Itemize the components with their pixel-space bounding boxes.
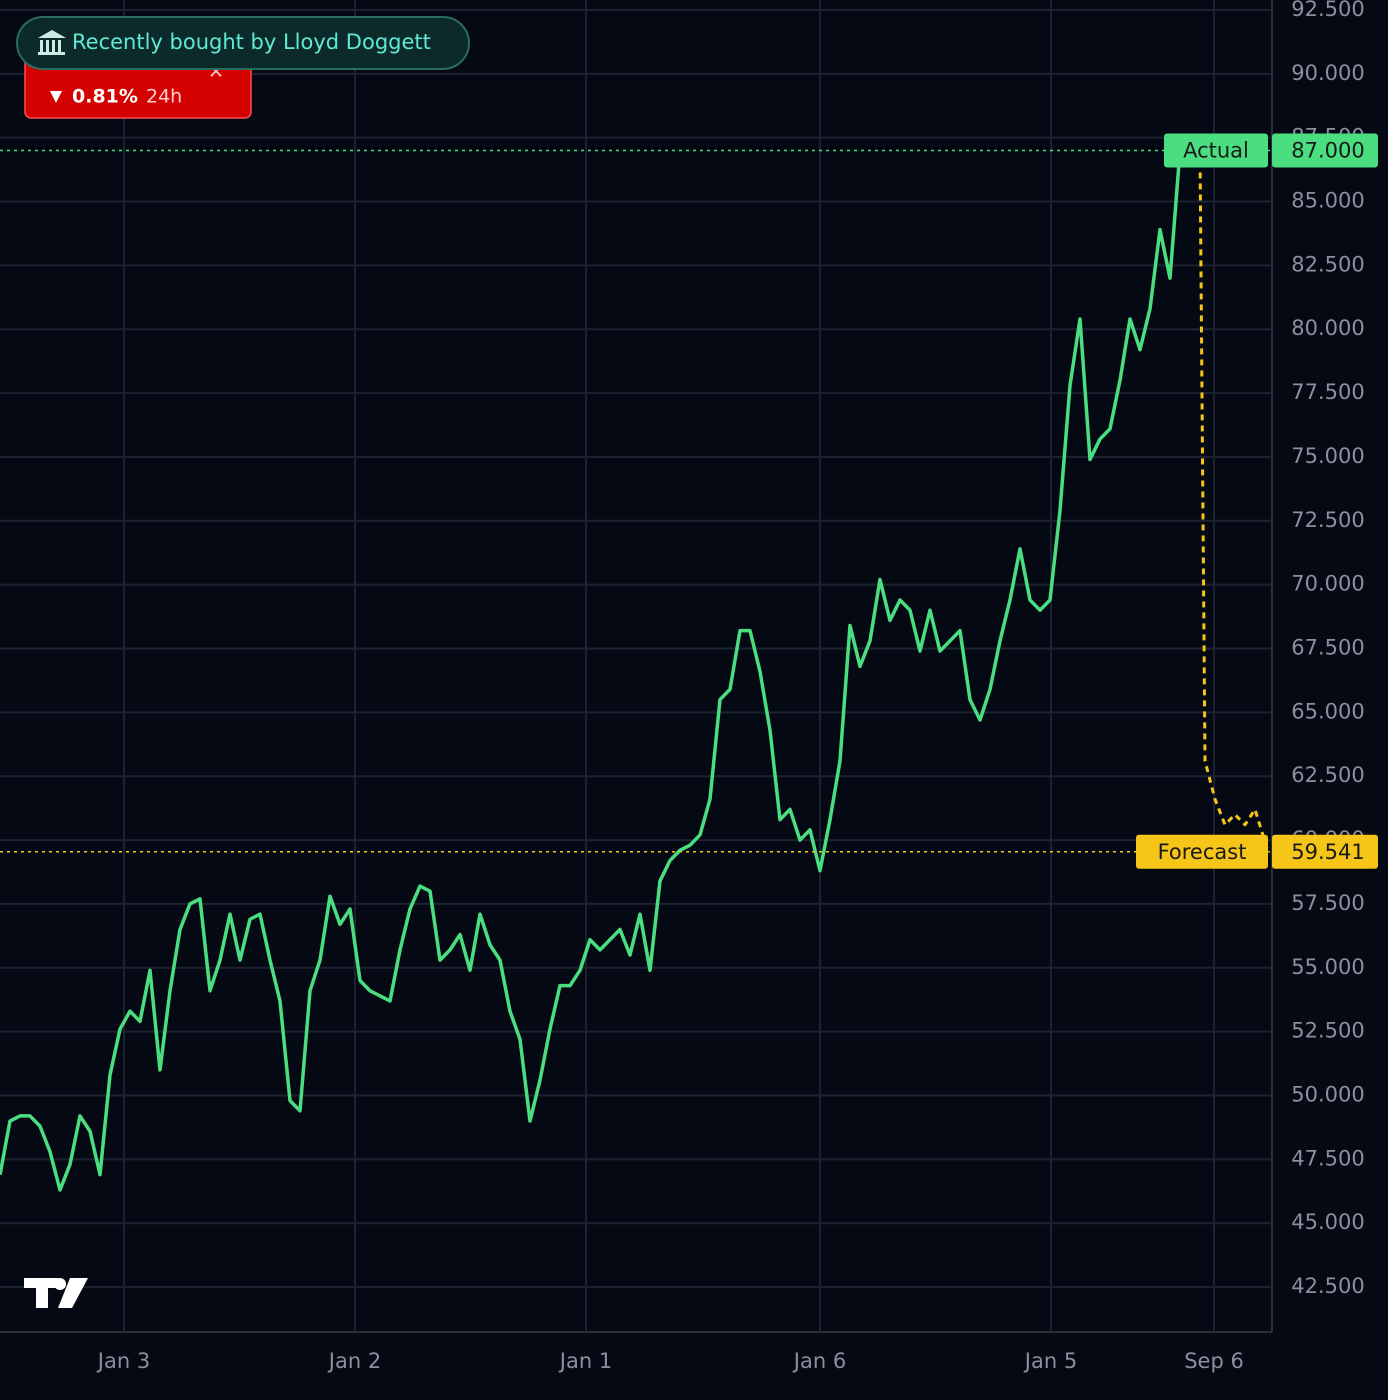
grid [0, 0, 1272, 1332]
x-tick-label: Jan 2 [327, 1349, 381, 1373]
price-tag [1272, 834, 1378, 869]
y-tick-label: 92.500 [1291, 0, 1364, 21]
bank-icon [38, 30, 66, 55]
change-value: 0.81% [72, 86, 138, 108]
change-period: 24h [146, 86, 182, 108]
badge-bg [16, 16, 470, 70]
y-tick-label: 55.000 [1291, 955, 1364, 979]
price-label: 59.541 [1291, 840, 1364, 864]
y-tick-label: 75.000 [1291, 444, 1364, 468]
y-tick-label: 47.500 [1291, 1146, 1364, 1170]
badge: Recently bought by Lloyd Doggett [16, 16, 470, 70]
axes: 42.500 45.000 47.500 50.000 52.500 55.000 57.5… [96, 0, 1378, 1373]
logo [24, 1278, 88, 1308]
y-tick-label: 50.000 [1291, 1082, 1364, 1106]
y-tick-label: 42.500 [1291, 1274, 1364, 1298]
down-arrow [50, 91, 62, 103]
price-tag [1272, 133, 1378, 168]
x-tick-label: Jan 6 [792, 1349, 846, 1373]
y-tick-label: 80.000 [1291, 316, 1364, 340]
series-name: Actual [1183, 138, 1249, 162]
y-tick-label: 52.500 [1291, 1019, 1364, 1043]
series-name: Forecast [1158, 840, 1247, 864]
x-tick-label: Jan 5 [1023, 1349, 1077, 1373]
y-tick-label: 70.000 [1291, 572, 1364, 596]
y-tick-label: 45.000 [1291, 1210, 1364, 1234]
y-tick-label: 57.500 [1291, 891, 1364, 915]
x-tick-label: Jan 3 [96, 1349, 150, 1373]
y-tick-label: 85.000 [1291, 189, 1364, 213]
plot [0, 149, 1272, 1192]
x-tick-label: Jan 1 [558, 1349, 612, 1373]
y-tick-label: 67.500 [1291, 636, 1364, 660]
x-tick-label: Sep 6 [1184, 1349, 1244, 1373]
y-tick-label: 90.000 [1291, 61, 1364, 85]
y-tick-label: 82.500 [1291, 252, 1364, 276]
y-tick-label: 65.000 [1291, 699, 1364, 723]
badge-text: Recently bought by Lloyd Doggett [72, 30, 431, 54]
price-label: 87.000 [1291, 138, 1364, 162]
logo-slash [58, 1278, 88, 1308]
series-name-tag [1164, 133, 1268, 168]
logo-stem [36, 1278, 48, 1308]
series-name-tag [1136, 834, 1268, 869]
y-tick-label: 72.500 [1291, 508, 1364, 532]
series-line [1198, 150, 1270, 853]
y-tick-label: 62.500 [1291, 763, 1364, 787]
y-tick-label: 77.500 [1291, 380, 1364, 404]
logo-dot [54, 1278, 66, 1290]
series-line [0, 150, 1182, 1192]
